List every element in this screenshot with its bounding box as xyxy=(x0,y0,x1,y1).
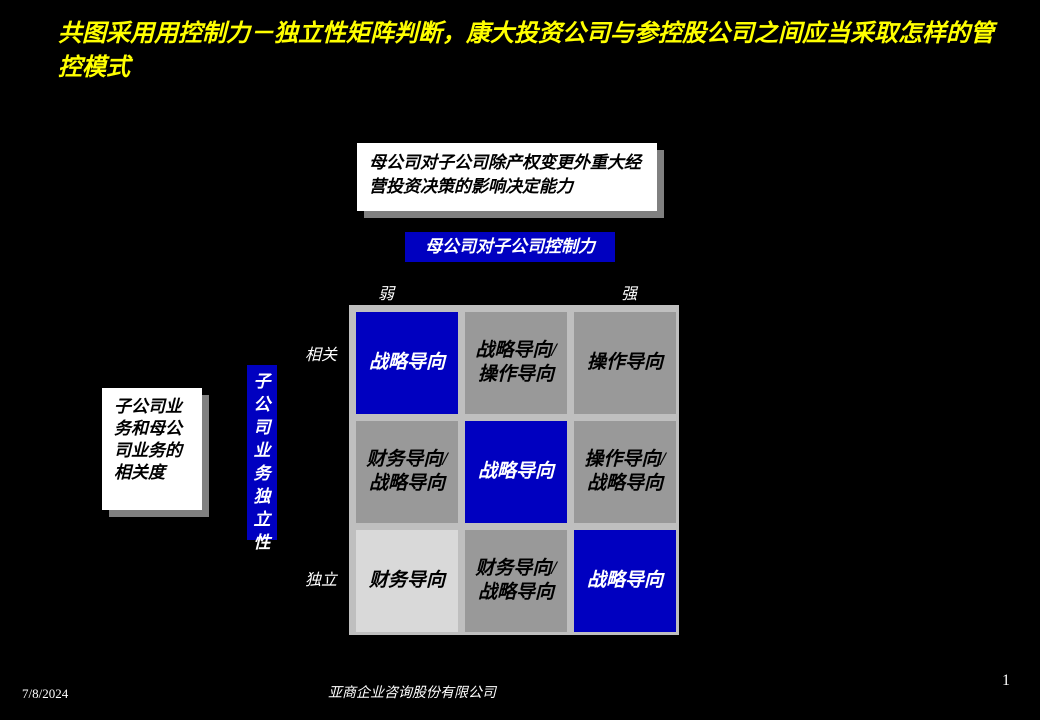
y-axis-related: 相关 xyxy=(305,341,337,365)
left-description-box: 子公司业务和母公司业务的相关度 xyxy=(102,388,202,510)
matrix-cell-r1-c0: 财务导向/战略导向 xyxy=(356,421,458,523)
footer-date: 7/8/2024 xyxy=(22,686,68,702)
slide-title: 共图采用用控制力－独立性矩阵判断，康大投资公司与参控股公司之间应当采取怎样的管控… xyxy=(58,18,1000,85)
matrix-cell-r2-c1: 财务导向/战略导向 xyxy=(465,530,567,632)
matrix-cell-r2-c2: 战略导向 xyxy=(574,530,676,632)
top-description-box: 母公司对子公司除产权变更外重大经营投资决策的影响决定能力 xyxy=(357,143,657,211)
x-axis-label: 母公司对子公司控制力 xyxy=(405,232,615,262)
matrix-cell-r2-c0: 财务导向 xyxy=(356,530,458,632)
x-axis-strong: 强 xyxy=(621,280,637,304)
y-axis-label: 子公司业务独立性 xyxy=(247,365,277,540)
matrix-cell-r1-c2: 操作导向/战略导向 xyxy=(574,421,676,523)
matrix-cell-r1-c1: 战略导向 xyxy=(465,421,567,523)
footer-page-number: 1 xyxy=(1002,672,1010,690)
matrix-cell-r0-c2: 操作导向 xyxy=(574,312,676,414)
matrix-cell-r0-c1: 战略导向/操作导向 xyxy=(465,312,567,414)
x-axis-weak: 弱 xyxy=(378,280,394,304)
y-axis-independent: 独立 xyxy=(305,566,337,590)
footer-company: 亚商企业咨询股份有限公司 xyxy=(328,682,496,702)
matrix-cell-r0-c0: 战略导向 xyxy=(356,312,458,414)
control-independence-matrix: 战略导向战略导向/操作导向操作导向财务导向/战略导向战略导向操作导向/战略导向财… xyxy=(349,305,679,635)
